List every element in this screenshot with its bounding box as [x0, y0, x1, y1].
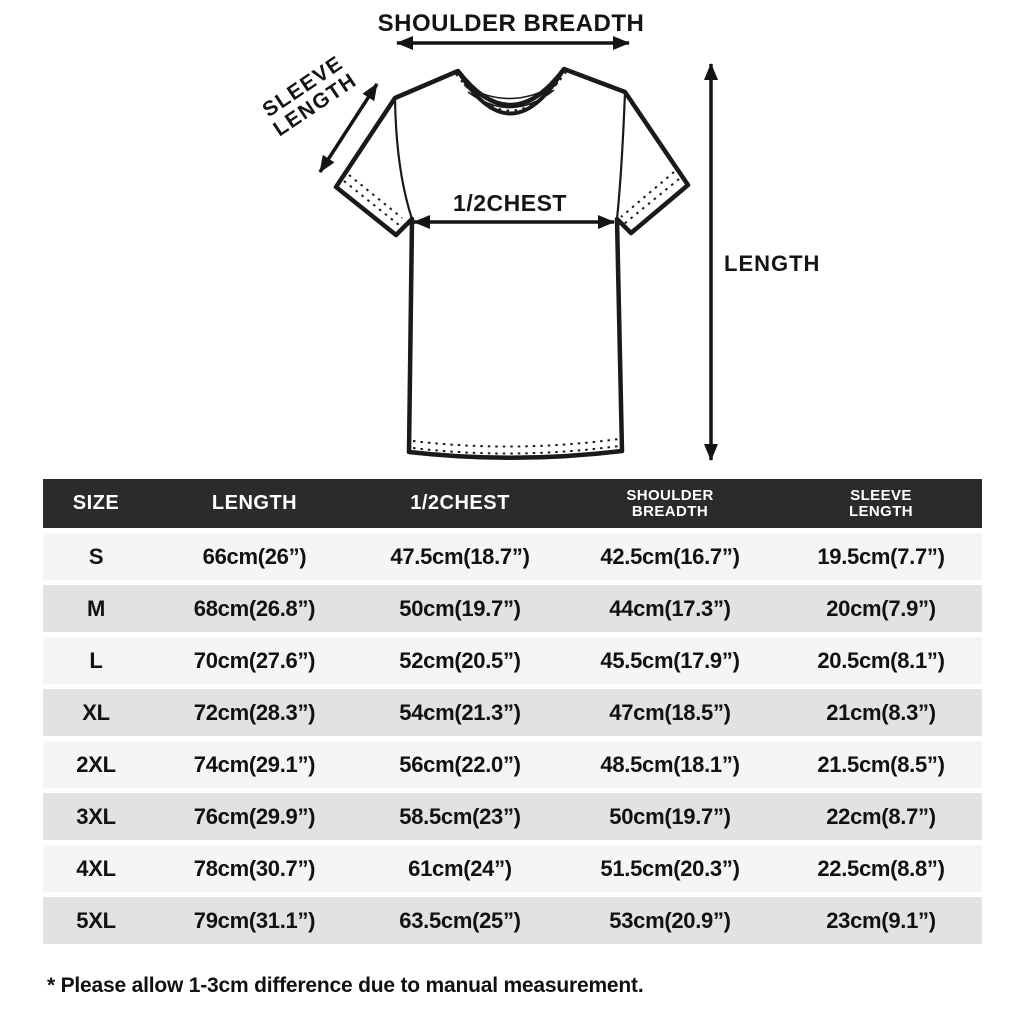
length-cell: 74cm(29.1”): [193, 751, 316, 777]
header-sleeve-line1: SLEEVE: [850, 486, 912, 504]
sleeve-cell: 19.5cm(7.7”): [817, 543, 945, 569]
shoulder-cell: 48.5cm(18.1”): [600, 751, 740, 777]
table-row-5xl: 5XL 79cm(31.1”) 63.5cm(25”) 53cm(20.9”) …: [43, 897, 982, 944]
half-chest-cell: 58.5cm(23”): [399, 803, 521, 829]
header-sleeve-line2: LENGTH: [848, 502, 914, 520]
length-cell: 76cm(29.9”): [193, 803, 316, 829]
measurement-disclaimer: * Please allow 1-3cm difference due to m…: [47, 974, 644, 997]
header-shoulder-breadth: SHOULDER BREADTH: [560, 479, 780, 528]
sleeve-cell: 22.5cm(8.8”): [817, 855, 945, 881]
size-table: SIZE LENGTH 1/2CHEST SHOULDER BREADTH SL…: [43, 479, 982, 944]
sleeve-cell: 20cm(7.9”): [826, 595, 936, 621]
length-label: LENGTH: [724, 251, 820, 276]
shoulder-cell: 44cm(17.3”): [609, 595, 731, 621]
size-cell: 4XL: [76, 855, 116, 881]
table-row-m: M 68cm(26.8”) 50cm(19.7”) 44cm(17.3”) 20…: [43, 585, 982, 632]
header-size: SIZE: [72, 492, 120, 514]
length-cell: 72cm(28.3”): [193, 699, 316, 725]
length-cell: 66cm(26”): [202, 543, 307, 569]
length-cell: 70cm(27.6”): [193, 647, 316, 673]
size-cell: L: [89, 647, 103, 673]
shoulder-cell: 47cm(18.5”): [609, 699, 731, 725]
sleeve-cell: 21cm(8.3”): [826, 699, 936, 725]
sleeve-cell: 23cm(9.1”): [826, 907, 936, 933]
tshirt-measurement-diagram: SHOULDER BREADTH SLEEVE LENGTH 1/2CHEST …: [258, 10, 820, 461]
shoulder-cell: 53cm(20.9”): [609, 907, 731, 933]
length-cell: 78cm(30.7”): [193, 855, 316, 881]
hem-stitch-icon: [412, 438, 620, 455]
header-shoulder-line2: BREADTH: [631, 502, 709, 520]
header-sleeve-length: SLEEVE LENGTH: [780, 479, 982, 528]
shoulder-cell: 50cm(19.7”): [609, 803, 731, 829]
sleeve-length-arrow-icon: [318, 83, 379, 173]
sleeve-cell: 20.5cm(8.1”): [817, 647, 945, 673]
half-chest-cell: 52cm(20.5”): [399, 647, 521, 673]
half-chest-cell: 56cm(22.0”): [399, 751, 521, 777]
size-cell: 2XL: [76, 751, 116, 777]
shoulder-breadth-label: SHOULDER BREADTH: [378, 10, 645, 37]
size-cell: M: [86, 595, 106, 621]
half-chest-cell: 47.5cm(18.7”): [390, 543, 530, 569]
size-cell: S: [88, 543, 104, 569]
header-half-chest: 1/2CHEST: [410, 492, 510, 514]
half-chest-cell: 50cm(19.7”): [399, 595, 521, 621]
size-cell: 5XL: [76, 907, 116, 933]
tshirt-outline-icon: [333, 66, 691, 461]
table-row-xl: XL 72cm(28.3”) 54cm(21.3”) 47cm(18.5”) 2…: [43, 689, 982, 736]
size-cell: XL: [82, 699, 110, 725]
size-cell: 3XL: [76, 803, 116, 829]
measurement-arrows: [318, 36, 718, 461]
table-row-l: L 70cm(27.6”) 52cm(20.5”) 45.5cm(17.9”) …: [43, 637, 982, 684]
sleeve-cell: 21.5cm(8.5”): [817, 751, 945, 777]
shoulder-cell: 51.5cm(20.3”): [600, 855, 740, 881]
shoulder-cell: 42.5cm(16.7”): [600, 543, 740, 569]
length-cell: 79cm(31.1”): [193, 907, 316, 933]
length-cell: 68cm(26.8”): [193, 595, 316, 621]
table-row-s: S 66cm(26”) 47.5cm(18.7”) 42.5cm(16.7”) …: [43, 533, 982, 580]
header-shoulder-line1: SHOULDER: [626, 486, 714, 504]
table-row-2xl: 2XL 74cm(29.1”) 56cm(22.0”) 48.5cm(18.1”…: [43, 741, 982, 788]
shoulder-cell: 45.5cm(17.9”): [600, 647, 740, 673]
table-row-4xl: 4XL 78cm(30.7”) 61cm(24”) 51.5cm(20.3”) …: [43, 845, 982, 892]
half-chest-cell: 61cm(24”): [408, 855, 512, 881]
half-chest-cell: 54cm(21.3”): [399, 699, 521, 725]
half-chest-cell: 63.5cm(25”): [399, 907, 521, 933]
size-table-header: SIZE LENGTH 1/2CHEST SHOULDER BREADTH SL…: [43, 479, 982, 528]
table-row-3xl: 3XL 76cm(29.9”) 58.5cm(23”) 50cm(19.7”) …: [43, 793, 982, 840]
header-length: LENGTH: [211, 492, 298, 514]
half-chest-label: 1/2CHEST: [453, 190, 567, 216]
sleeve-cell: 22cm(8.7”): [826, 803, 936, 829]
